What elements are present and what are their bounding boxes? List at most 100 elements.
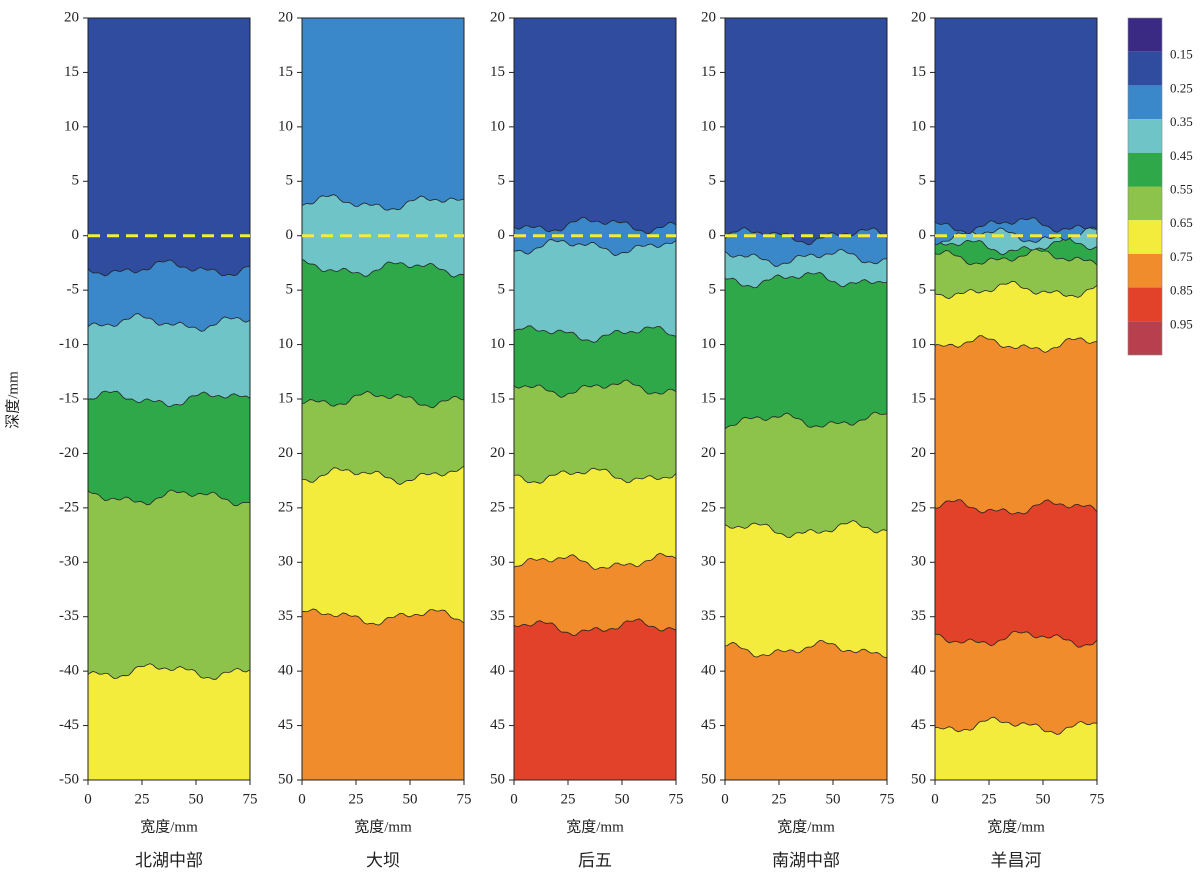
y-tick-label: 35	[278, 608, 293, 624]
y-tick-label: 45	[278, 717, 293, 733]
x-tick-label: 50	[403, 791, 418, 807]
y-tick-label: 15	[278, 390, 293, 406]
y-tick-label: 20	[701, 445, 716, 461]
y-tick-label: 15	[278, 64, 293, 80]
y-tick-label: 0	[709, 227, 717, 243]
x-axis-label: 宽度/mm	[987, 818, 1045, 835]
x-tick-label: 75	[880, 791, 895, 807]
y-tick-label: 5	[286, 282, 294, 298]
y-tick-label: -15	[59, 390, 79, 406]
y-tick-label: -25	[59, 499, 79, 515]
colorbar-swatch	[1128, 51, 1162, 86]
y-tick-label: 20	[490, 9, 505, 25]
x-tick-label: 50	[615, 791, 630, 807]
colorbar-label: 0.85	[1170, 283, 1193, 298]
y-tick-label: 0	[72, 227, 80, 243]
x-tick-label: 25	[135, 791, 150, 807]
y-tick-label: 10	[911, 118, 926, 134]
y-tick-label: 10	[490, 118, 505, 134]
y-tick-label: -5	[67, 282, 80, 298]
contour-band	[302, 18, 464, 211]
y-axis-label: 深度/mm	[4, 371, 21, 429]
y-tick-label: 35	[911, 608, 926, 624]
y-tick-label: 20	[701, 9, 716, 25]
y-tick-label: 5	[919, 173, 927, 189]
y-tick-label: 30	[278, 554, 293, 570]
y-tick-label: -45	[59, 717, 79, 733]
y-tick-label: 10	[278, 118, 293, 134]
colorbar-swatch	[1128, 18, 1162, 52]
y-tick-label: 15	[911, 64, 926, 80]
y-tick-label: 10	[278, 336, 293, 352]
y-tick-label: 10	[64, 118, 79, 134]
colorbar-swatch	[1128, 287, 1162, 322]
y-tick-label: 20	[911, 9, 926, 25]
y-tick-label: 10	[911, 336, 926, 352]
y-tick-label: 40	[490, 663, 505, 679]
y-tick-label: 5	[709, 173, 717, 189]
y-tick-label: 5	[498, 173, 506, 189]
y-tick-label: 5	[498, 282, 506, 298]
colorbar-swatch	[1128, 152, 1162, 187]
x-tick-label: 0	[510, 791, 518, 807]
plot-area	[88, 18, 250, 780]
plot-area	[302, 18, 464, 780]
x-tick-label: 25	[561, 791, 576, 807]
y-tick-label: 50	[701, 771, 716, 787]
panel-title: 南湖中部	[772, 851, 840, 870]
y-tick-label: 40	[911, 663, 926, 679]
y-tick-label: 25	[278, 499, 293, 515]
colorbar-swatch	[1128, 220, 1162, 254]
contour-band	[88, 18, 250, 277]
x-tick-label: 75	[1090, 791, 1105, 807]
y-tick-label: 25	[490, 499, 505, 515]
y-tick-label: -35	[59, 608, 79, 624]
y-tick-label: 10	[701, 336, 716, 352]
panel-title: 大坝	[366, 851, 400, 870]
colorbar-swatch	[1128, 85, 1162, 120]
x-tick-label: 75	[457, 791, 472, 807]
y-tick-label: 30	[701, 554, 716, 570]
y-tick-label: -50	[59, 771, 79, 787]
x-tick-label: 0	[931, 791, 939, 807]
x-tick-label: 50	[189, 791, 204, 807]
x-tick-label: 50	[826, 791, 841, 807]
y-tick-label: 15	[701, 64, 716, 80]
colorbar-swatch	[1128, 119, 1162, 153]
y-tick-label: -20	[59, 445, 79, 461]
y-tick-label: -40	[59, 663, 79, 679]
colorbar-label: 0.35	[1170, 114, 1193, 129]
x-tick-label: 0	[721, 791, 729, 807]
x-axis-label: 宽度/mm	[354, 818, 412, 835]
y-tick-label: 5	[709, 282, 717, 298]
y-tick-label: 5	[72, 173, 80, 189]
y-tick-label: 20	[490, 445, 505, 461]
plot-area	[725, 18, 887, 780]
colorbar-label: 0.25	[1170, 80, 1193, 95]
y-tick-label: 20	[64, 9, 79, 25]
x-axis-label: 宽度/mm	[140, 818, 198, 835]
panel-title: 北湖中部	[135, 851, 203, 870]
colorbar-label: 0.15	[1170, 47, 1193, 62]
y-tick-label: 50	[278, 771, 293, 787]
y-tick-label: 20	[278, 9, 293, 25]
y-tick-label: 45	[490, 717, 505, 733]
y-tick-label: 10	[701, 118, 716, 134]
y-tick-label: 30	[490, 554, 505, 570]
y-tick-label: 0	[286, 227, 294, 243]
colorbar-swatch	[1128, 186, 1162, 221]
colorbar-label: 0.95	[1170, 316, 1193, 331]
contour-band	[514, 18, 676, 235]
y-tick-label: 40	[278, 663, 293, 679]
colorbar-swatch	[1128, 253, 1162, 288]
y-tick-label: 0	[498, 227, 506, 243]
y-tick-label: 20	[278, 445, 293, 461]
y-tick-label: 35	[490, 608, 505, 624]
x-axis-label: 宽度/mm	[777, 818, 835, 835]
y-tick-label: 15	[911, 390, 926, 406]
colorbar-frame	[1127, 17, 1163, 356]
y-tick-label: 10	[490, 336, 505, 352]
colorbar-label: 0.75	[1170, 249, 1193, 264]
y-tick-label: 45	[701, 717, 716, 733]
contour-band	[725, 18, 887, 246]
